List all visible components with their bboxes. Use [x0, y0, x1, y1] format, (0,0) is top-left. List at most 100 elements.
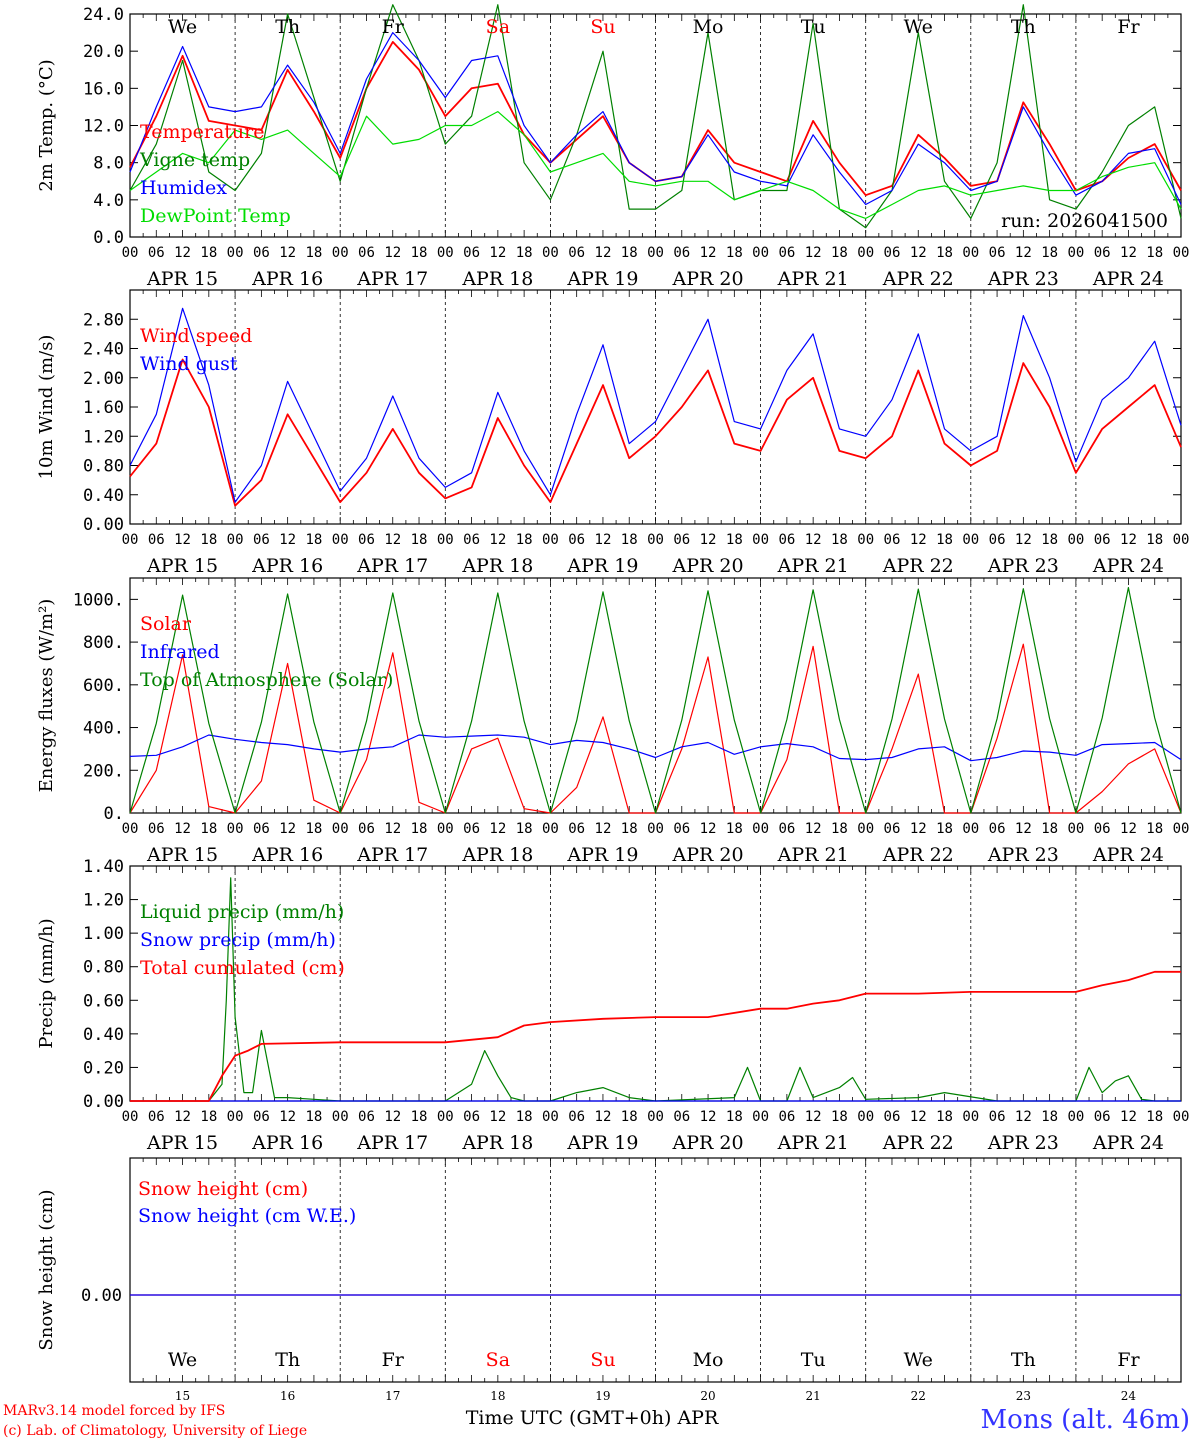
hour-tick-label: 18 — [1041, 821, 1058, 837]
hour-tick-label: 18 — [621, 821, 638, 837]
hour-tick-label: 06 — [148, 245, 165, 261]
series-line-infrared — [129, 734, 1182, 762]
hour-tick-label: 18 — [831, 245, 848, 261]
hour-tick-label: 00 — [332, 245, 349, 261]
date-label: APR 21 — [777, 268, 849, 290]
weekday-label: Th — [1011, 1349, 1036, 1371]
series-line-humidex — [129, 31, 1182, 206]
y-tick-label: 1.20 — [83, 891, 124, 911]
hour-tick-label: 06 — [778, 532, 795, 548]
hour-tick-label: 06 — [1094, 821, 1111, 837]
hour-tick-label: 00 — [752, 1109, 769, 1125]
date-label: APR 18 — [461, 555, 533, 577]
date-label: APR 20 — [672, 555, 744, 577]
day-number-label: 16 — [280, 1389, 295, 1403]
hour-tick-label: 12 — [1015, 821, 1032, 837]
hour-tick-label: 00 — [437, 1109, 454, 1125]
credit-line: (c) Lab. of Climatology, University of L… — [3, 1423, 307, 1439]
legend-entry: Solar — [140, 613, 192, 635]
hour-tick-label: 00 — [647, 532, 664, 548]
hour-tick-label: 12 — [1015, 532, 1032, 548]
panel-3: 0. 200. 400. 600. 800. 1000. Energy fluxes (W/… — [36, 577, 1189, 866]
weekday-label: Th — [275, 16, 300, 38]
date-label: APR 22 — [882, 844, 954, 866]
date-label: APR 19 — [566, 555, 638, 577]
date-label: APR 15 — [146, 555, 218, 577]
date-label: APR 20 — [672, 1132, 744, 1154]
series-line-wind-gust — [129, 307, 1182, 503]
hour-tick-label: 12 — [174, 532, 191, 548]
hour-tick-label: 18 — [516, 245, 533, 261]
hour-tick-label: 12 — [595, 1109, 612, 1125]
y-tick-label: 2.40 — [83, 340, 124, 360]
hour-tick-label: 12 — [700, 245, 717, 261]
hour-tick-label: 18 — [200, 1109, 217, 1125]
hour-tick-label: 12 — [384, 1109, 401, 1125]
weekday-label: We — [168, 16, 197, 38]
hour-tick-label: 00 — [122, 1109, 139, 1125]
legend-entry: Liquid precip (mm/h) — [140, 901, 344, 923]
hour-tick-label: 18 — [936, 1109, 953, 1125]
hour-tick-label: 18 — [200, 245, 217, 261]
y-tick-label: 800. — [83, 633, 124, 653]
hour-tick-label: 12 — [910, 245, 927, 261]
hour-tick-label: 00 — [122, 245, 139, 261]
legend-entry: Snow height (cm) — [138, 1178, 308, 1200]
hour-tick-label: 06 — [778, 245, 795, 261]
day-number-label: 15 — [175, 1389, 190, 1403]
date-label: APR 18 — [461, 844, 533, 866]
hour-tick-label: 12 — [489, 1109, 506, 1125]
y-tick-label: 0.00 — [83, 1092, 124, 1112]
weekday-label: Su — [590, 1349, 615, 1371]
hour-tick-label: 00 — [227, 821, 244, 837]
hour-tick-label: 12 — [279, 821, 296, 837]
panel-4: 0.00 0.20 0.40 0.60 0.80 1.00 1.20 1.40 Precip (… — [36, 857, 1189, 1154]
weekday-label: We — [168, 1349, 197, 1371]
hour-tick-label: 06 — [148, 821, 165, 837]
hour-tick-label: 12 — [279, 245, 296, 261]
hour-tick-label: 18 — [516, 1109, 533, 1125]
hour-tick-label: 12 — [1120, 821, 1137, 837]
hour-tick-label: 00 — [122, 532, 139, 548]
hour-tick-label: 00 — [227, 532, 244, 548]
y-tick-label: 0.80 — [83, 958, 124, 978]
hour-tick-label: 00 — [962, 532, 979, 548]
hour-tick-label: 12 — [805, 1109, 822, 1125]
series-line-top-of-atmosphere-solar- — [129, 586, 1182, 814]
hour-tick-label: 06 — [253, 1109, 270, 1125]
y-tick-label: 0.60 — [83, 991, 124, 1011]
y-axis-label: Precip (mm/h) — [36, 918, 57, 1048]
hour-tick-label: 12 — [384, 245, 401, 261]
weekday-label: Th — [1011, 16, 1036, 38]
hour-tick-label: 18 — [936, 532, 953, 548]
hour-tick-label: 18 — [305, 532, 322, 548]
hour-tick-label: 00 — [332, 532, 349, 548]
legend-entry: Snow precip (mm/h) — [140, 929, 336, 951]
hour-tick-label: 00 — [227, 1109, 244, 1125]
hour-tick-label: 18 — [726, 245, 743, 261]
legend-entry: Vigne temp — [139, 149, 250, 171]
hour-tick-label: 18 — [831, 532, 848, 548]
hour-tick-label: 06 — [358, 245, 375, 261]
hour-tick-label: 18 — [516, 532, 533, 548]
date-label: APR 19 — [566, 268, 638, 290]
hour-tick-label: 18 — [411, 821, 428, 837]
date-label: APR 22 — [882, 555, 954, 577]
hour-tick-label: 12 — [700, 1109, 717, 1125]
weekday-label: Tu — [801, 1349, 826, 1371]
hour-tick-label: 12 — [489, 821, 506, 837]
hour-tick-label: 06 — [884, 821, 901, 837]
hour-tick-label: 18 — [411, 532, 428, 548]
weekday-label: Su — [590, 16, 615, 38]
hour-tick-label: 12 — [279, 532, 296, 548]
hour-tick-label: 18 — [726, 1109, 743, 1125]
hour-tick-label: 06 — [568, 532, 585, 548]
hour-tick-label: 00 — [1067, 1109, 1084, 1125]
series-line-dewpoint-temp — [129, 110, 1182, 219]
y-tick-label: 1.00 — [83, 924, 124, 944]
hour-tick-label: 18 — [1041, 245, 1058, 261]
y-tick-label: 2.00 — [83, 369, 124, 389]
hour-tick-label: 12 — [1015, 245, 1032, 261]
hour-tick-label: 06 — [148, 532, 165, 548]
hour-tick-label: 06 — [568, 1109, 585, 1125]
